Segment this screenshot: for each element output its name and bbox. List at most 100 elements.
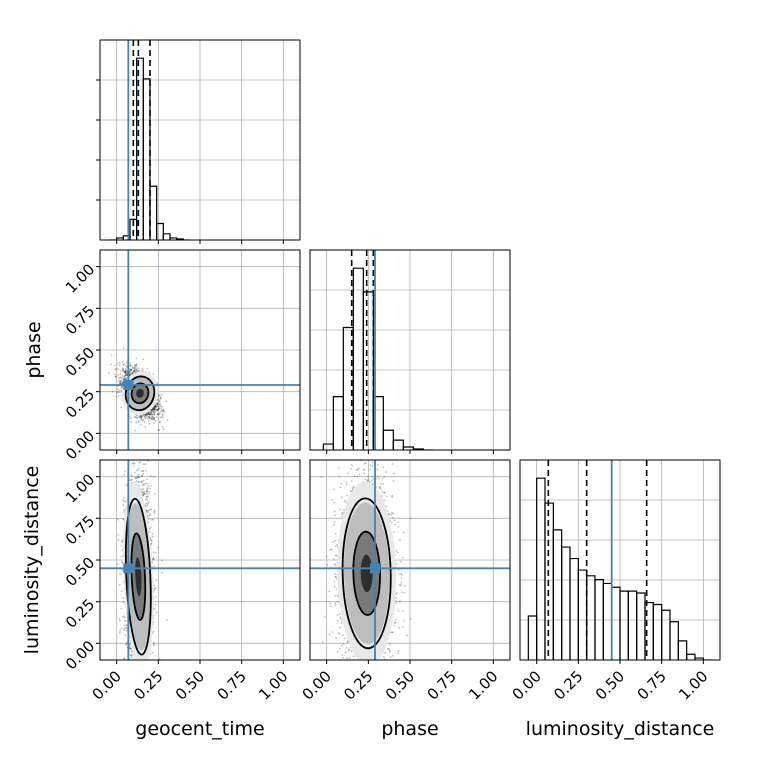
sample-point [141, 368, 144, 370]
sample-point [146, 413, 149, 416]
sample-point [146, 478, 149, 481]
sample-point [118, 391, 121, 394]
sample-point [143, 446, 145, 448]
histogram-bar [332, 396, 344, 450]
sample-point [150, 484, 153, 487]
sample-point [125, 373, 128, 376]
sample-point [131, 462, 134, 465]
sample-point [123, 703, 125, 705]
sample-point [123, 629, 126, 631]
sample-point [153, 413, 156, 416]
histogram-bar [382, 429, 394, 450]
sample-point [152, 407, 155, 410]
sample-point [139, 423, 142, 426]
sample-point [130, 660, 132, 662]
sample-point [145, 509, 148, 512]
sample-point [146, 367, 149, 370]
sample-point [130, 364, 132, 367]
sample-point [130, 473, 133, 476]
sample-point [129, 664, 131, 666]
sample-point [148, 417, 151, 419]
sample-point [142, 470, 144, 473]
panel-phase-phase [309, 249, 511, 454]
sample-point [161, 413, 164, 416]
sample-point [162, 409, 164, 412]
histogram-bar [142, 78, 151, 240]
sample-point [131, 670, 133, 672]
sample-point [114, 368, 117, 371]
sample-point [143, 444, 145, 446]
sample-point [156, 408, 159, 411]
sample-point [121, 382, 124, 385]
sample-point [150, 413, 153, 416]
sample-point [154, 595, 157, 598]
sample-point [146, 487, 149, 490]
sample-point [121, 369, 124, 372]
sample-point [153, 411, 155, 413]
sample-point [125, 369, 128, 372]
sample-point [115, 395, 118, 398]
sample-point [153, 589, 155, 592]
sample-point [133, 457, 135, 459]
sample-point [128, 688, 130, 690]
sample-point [122, 363, 125, 366]
sample-point [162, 409, 165, 411]
sample-point [122, 368, 125, 371]
sample-point [124, 643, 127, 646]
sample-point [126, 660, 128, 662]
sample-point [159, 416, 162, 419]
sample-point [154, 404, 157, 406]
sample-point [145, 413, 148, 415]
sample-point [140, 417, 143, 419]
sample-point [152, 416, 155, 419]
sample-point [123, 500, 126, 503]
sample-point [134, 454, 136, 456]
sample-point [119, 379, 122, 382]
sample-point [143, 663, 145, 665]
sample-point [133, 367, 136, 369]
ytick-label-phase-4: 1.00 [62, 260, 98, 296]
sample-point [165, 619, 168, 621]
sample-point [140, 470, 143, 472]
sample-point [125, 366, 128, 369]
sample-point [120, 406, 123, 409]
sample-point [144, 498, 147, 501]
sample-point [129, 479, 131, 482]
sample-point [155, 408, 157, 411]
sample-point [162, 409, 165, 412]
sample-point [124, 371, 127, 373]
sample-point [131, 366, 134, 369]
sample-point [120, 379, 123, 382]
sample-point [142, 483, 145, 486]
sample-point [150, 542, 153, 545]
sample-point [145, 414, 147, 416]
sample-point [152, 410, 155, 413]
sample-point [142, 493, 145, 496]
sample-point [133, 367, 136, 370]
panel-geocent_time-phase [96, 249, 301, 454]
sample-point [148, 413, 151, 416]
sample-point [143, 493, 146, 495]
sample-point [140, 418, 143, 421]
sample-point [153, 412, 156, 415]
sample-point [135, 677, 137, 679]
sample-point [154, 405, 157, 407]
sample-point [129, 647, 131, 650]
sample-point [125, 364, 127, 367]
sample-point [136, 442, 138, 444]
sample-point [122, 601, 125, 604]
sample-point [152, 409, 154, 412]
sample-point [121, 541, 123, 544]
panel-geocent_time-geocent_time [96, 39, 301, 244]
sample-point [124, 470, 126, 473]
sample-point [125, 372, 127, 375]
sample-point [136, 417, 139, 419]
sample-point [120, 607, 123, 610]
sample-point [121, 367, 124, 370]
sample-point [134, 370, 136, 373]
panel-content [100, 250, 300, 450]
sample-point [114, 375, 117, 378]
sample-point [115, 368, 118, 370]
sample-point [163, 411, 166, 414]
